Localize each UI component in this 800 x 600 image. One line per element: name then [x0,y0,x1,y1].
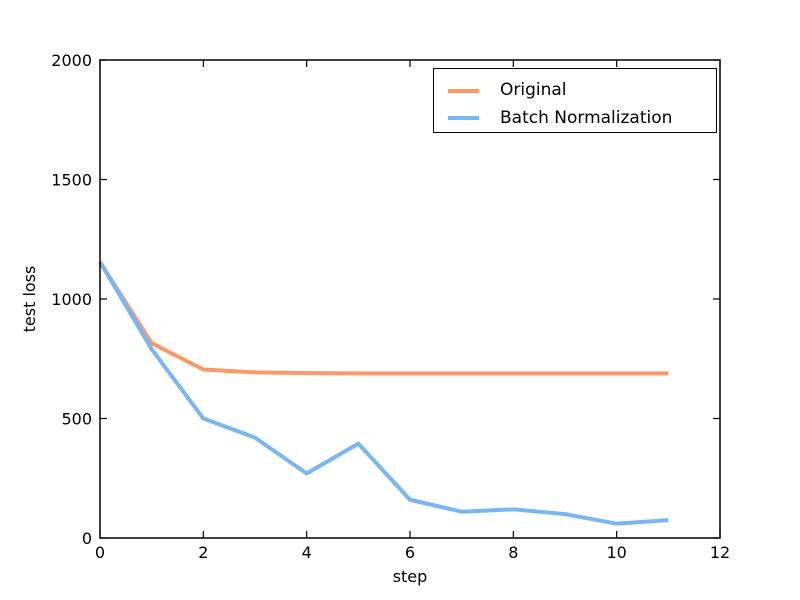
y-tick-label: 2000 [51,51,92,70]
x-tick-label: 12 [710,543,730,562]
plot-area-border [99,59,721,539]
x-tick-label: 10 [606,543,626,562]
x-tick-label: 8 [508,543,518,562]
legend-label-batch-normalization: Batch Normalization [500,107,673,128]
legend-line-swatch-batch-normalization [448,116,479,121]
series-line-original [98,260,669,376]
legend: Original Batch Normalization [433,68,717,133]
y-tick-label: 0 [82,529,92,548]
legend-entry-batch-normalization: Batch Normalization [448,105,716,133]
y-tick-label: 1000 [51,290,92,309]
y-tick-label: 500 [61,410,92,429]
legend-line-swatch-original [448,88,479,93]
x-axis-label: step [393,567,428,586]
x-tick-labels: 0 2 4 6 8 10 12 [95,543,730,562]
series-lines [98,260,669,526]
legend-label-original: Original [500,80,567,101]
y-tick-label: 1500 [51,171,92,190]
series-line-batch-normalization [98,260,669,526]
y-axis-label: test loss [20,266,39,333]
x-tick-label: 0 [95,543,105,562]
legend-entry-original: Original [448,77,716,105]
y-tick-labels: 0 500 1000 1500 2000 [51,51,92,548]
x-tick-label: 4 [302,543,312,562]
x-tick-label: 2 [198,543,208,562]
x-tick-label: 6 [405,543,415,562]
